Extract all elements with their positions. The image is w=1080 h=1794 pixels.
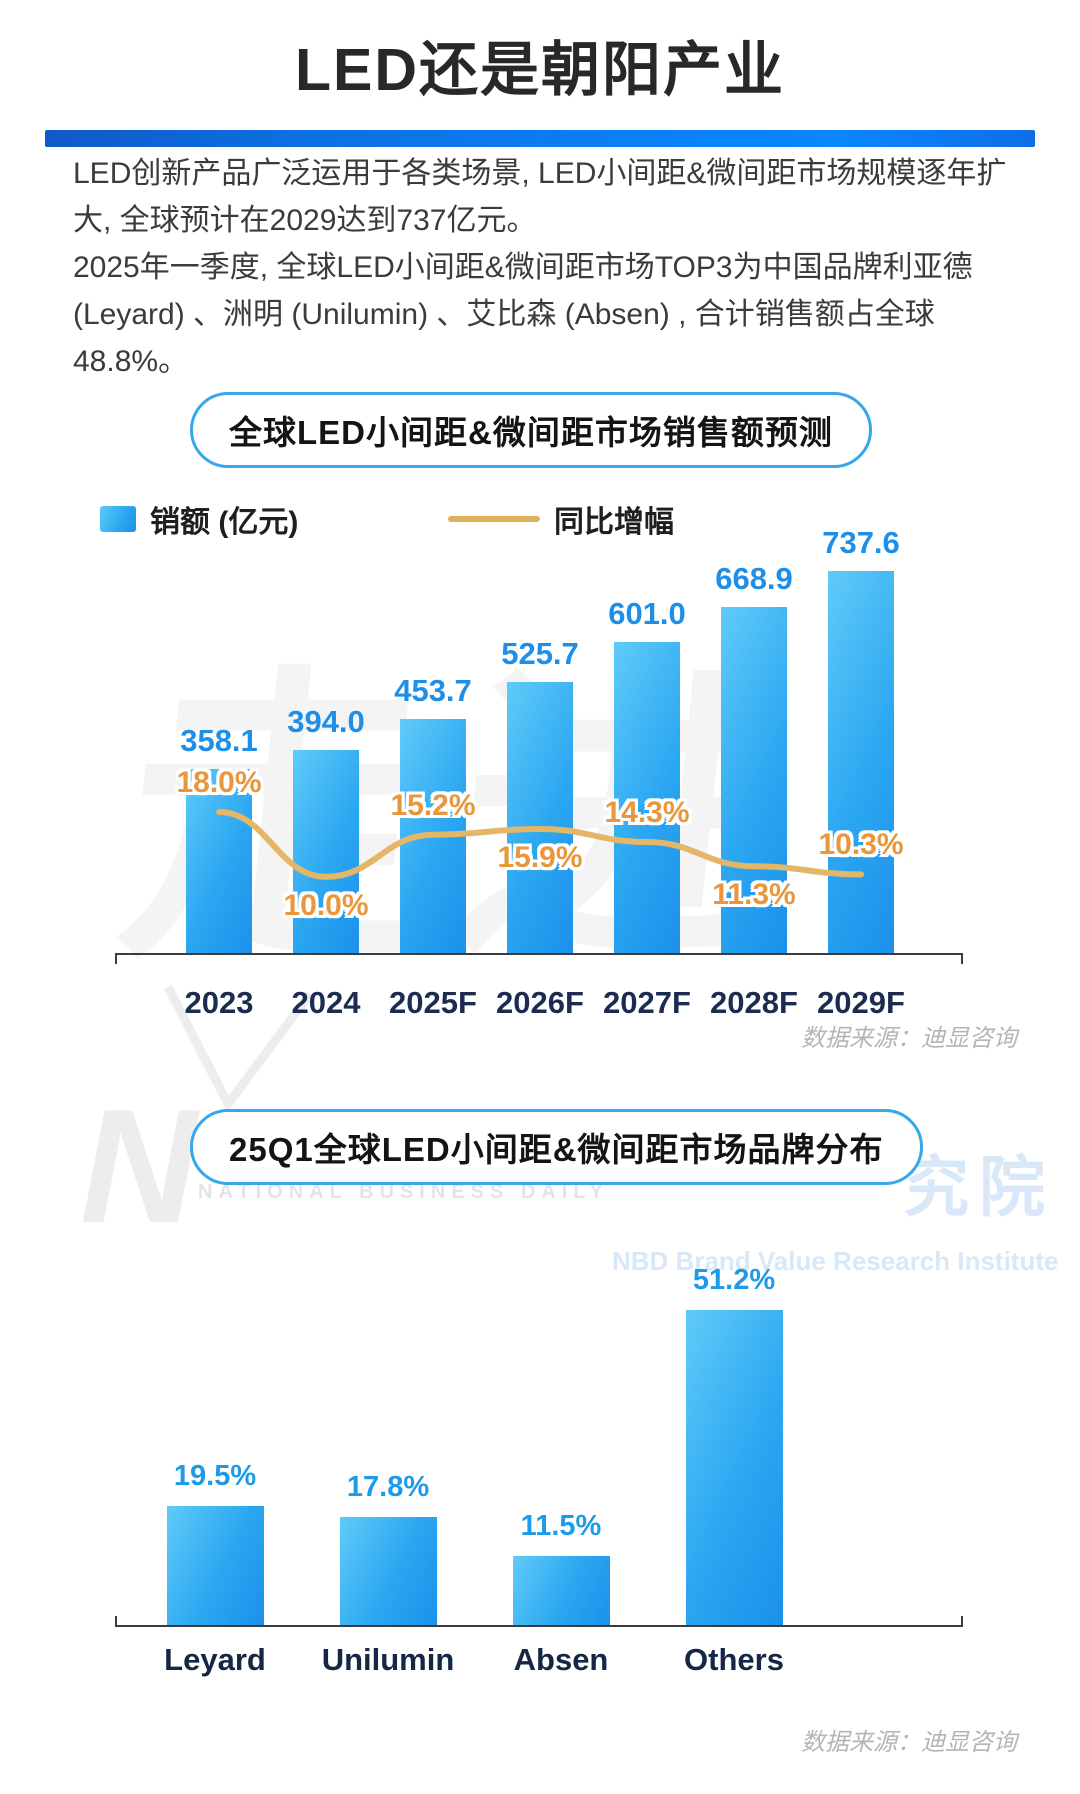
chart2-value-label: 19.5% [173, 1460, 257, 1492]
chart1-bar-2026F [507, 682, 573, 955]
chart2-value-label: 51.2% [692, 1264, 776, 1296]
chart2-bar-Unilumin [339, 1517, 437, 1627]
chart2-source: 数据来源：迪显咨询 [801, 1729, 1017, 1756]
chart1-bar-2024 [293, 750, 359, 955]
chart2-x-label-Leyard: Leyard [164, 1642, 266, 1677]
intro-paragraph-1: LED创新产品广泛运用于各类场景, LED小间距&微间距市场规模逐年扩大, 全球… [73, 157, 1007, 237]
legend-bar-swatch [100, 506, 136, 532]
chart1-growth-label: 11.3% [712, 878, 796, 911]
chart1-title: 全球LED小间距&微间距市场销售额预测 [190, 392, 872, 468]
chart2-value-label: 17.8% [346, 1471, 430, 1503]
chart1-x-label-2027F: 2027F [603, 985, 691, 1020]
chart1-value-label: 453.7 [394, 673, 472, 708]
intro-paragraph-2: 2025年一季度, 全球LED小间距&微间距市场TOP3为中国品牌利亚德 (Le… [73, 251, 973, 378]
chart1-value-label: 737.6 [822, 525, 900, 560]
chart1-growth-label: 10.0% [283, 889, 369, 922]
chart1-x-label-2026F: 2026F [496, 985, 584, 1020]
chart2-bar-Leyard [166, 1506, 264, 1627]
chart2-x-label-Absen: Absen [513, 1642, 609, 1677]
chart2-bar-Others [685, 1310, 783, 1627]
chart1-bar-2028F [721, 607, 787, 955]
chart1-axis [115, 953, 963, 964]
chart2-value-label: 11.5% [520, 1510, 602, 1542]
legend-item-sales: 销额 (亿元) [100, 497, 298, 541]
chart1-plot: 358.1 394.0 453.7 525.7 601.0 668.9 737.6 18.0… [0, 525, 1080, 955]
legend-item-growth: 同比增幅 [448, 497, 674, 541]
page-title: LED还是朝阳产业 [294, 37, 785, 103]
chart2-x-label-Unilumin: Unilumin [321, 1642, 455, 1677]
chart1-x-label-2028F: 2028F [710, 985, 798, 1020]
chart1-bar-2023 [186, 769, 252, 955]
chart1-growth-label: 15.9% [497, 841, 583, 874]
chart1-x-label-2025F: 2025F [389, 985, 477, 1020]
chart1-x-label-2024: 2024 [291, 985, 361, 1020]
chart2-title: 25Q1全球LED小间距&微间距市场品牌分布 [190, 1109, 923, 1185]
title-divider [45, 130, 1035, 147]
legend-line-label: 同比增幅 [554, 506, 674, 539]
chart1-legend: 销额 (亿元) 同比增幅 [0, 497, 1080, 539]
chart1-bar-2029F [828, 571, 894, 955]
chart1-growth-label: 10.3% [818, 828, 904, 861]
chart1-x-label-2023: 2023 [184, 985, 254, 1020]
chart2-axis [115, 1616, 963, 1627]
chart1-value-label: 394.0 [287, 704, 365, 739]
watermark-research-chinese: 究院 [903, 1150, 1055, 1224]
legend-bar-label: 销额 (亿元) [150, 506, 299, 539]
chart1-growth-label: 14.3% [604, 796, 690, 829]
chart2-plot: 19.5% 17.8% 11.5% 51.2% [0, 1260, 1080, 1627]
chart1-source: 数据来源：迪显咨询 [801, 1025, 1017, 1052]
speech-bubble-watermark-icon [163, 984, 314, 1112]
chart1-growth-line [216, 809, 864, 880]
chart1-growth-label: 18.0% [176, 766, 262, 799]
chart1-bar-2027F [614, 642, 680, 955]
chart1-growth-label: 15.2% [390, 789, 476, 822]
chart1-value-label: 601.0 [608, 596, 686, 631]
chart2-x-label-Others: Others [684, 1642, 784, 1677]
chart1-value-label: 358.1 [180, 723, 258, 758]
chart1-x-label-2029F: 2029F [817, 985, 905, 1020]
legend-line-swatch [448, 516, 540, 522]
chart1-value-label: 668.9 [715, 561, 793, 596]
chart1-value-label: 525.7 [501, 636, 579, 671]
chart2-bar-Absen [512, 1556, 610, 1627]
